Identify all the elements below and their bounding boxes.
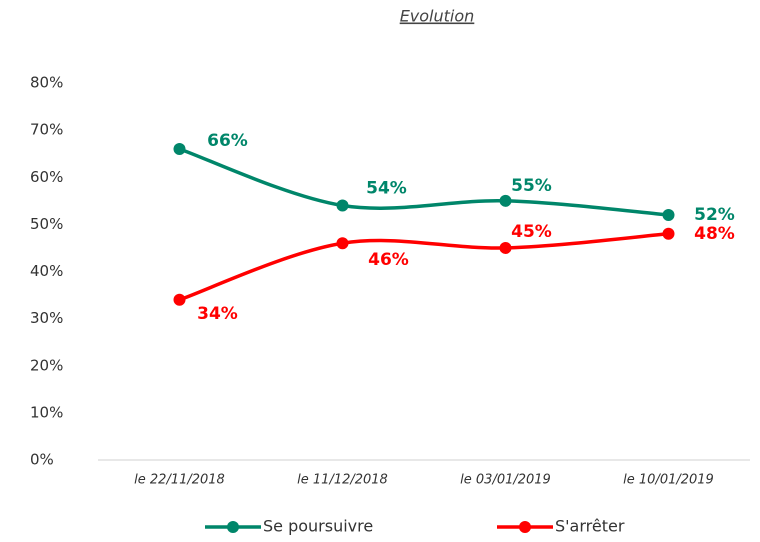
point <box>173 293 186 306</box>
x-tick-label: le 22/11/2018 <box>134 473 225 488</box>
point <box>662 208 675 221</box>
x-tick-label: le 03/01/2019 <box>460 473 551 488</box>
y-tick-label: 0% <box>30 451 54 469</box>
point <box>499 194 512 207</box>
y-tick-label: 10% <box>30 403 63 421</box>
y-tick-label: 70% <box>30 121 63 139</box>
value-label: 46% <box>368 250 409 270</box>
y-tick-label: 30% <box>30 309 63 327</box>
legend-marker <box>519 521 531 533</box>
value-label: 66% <box>207 131 248 151</box>
point <box>173 142 186 155</box>
y-tick-label: 80% <box>30 74 63 92</box>
value-label: 48% <box>694 224 735 244</box>
chart-title: Evolution <box>400 7 475 26</box>
y-tick-label: 40% <box>30 262 63 280</box>
x-tick-label: le 10/01/2019 <box>623 473 714 488</box>
value-label: 45% <box>511 222 552 242</box>
y-tick-label: 50% <box>30 215 63 233</box>
point <box>336 199 349 212</box>
point <box>499 241 512 254</box>
y-tick-label: 60% <box>30 168 63 186</box>
legend-label: Se poursuivre <box>263 517 373 536</box>
point <box>336 237 349 250</box>
x-tick-label: le 11/12/2018 <box>297 473 388 488</box>
value-label: 55% <box>511 176 552 196</box>
series-line <box>178 147 669 217</box>
value-label: 34% <box>197 304 238 324</box>
legend-label: S'arrêter <box>555 517 625 536</box>
legend-marker <box>227 521 239 533</box>
value-label: 52% <box>694 205 735 225</box>
y-tick-label: 20% <box>30 356 63 374</box>
series-line <box>178 232 669 302</box>
value-label: 54% <box>366 179 407 199</box>
point <box>662 227 675 240</box>
